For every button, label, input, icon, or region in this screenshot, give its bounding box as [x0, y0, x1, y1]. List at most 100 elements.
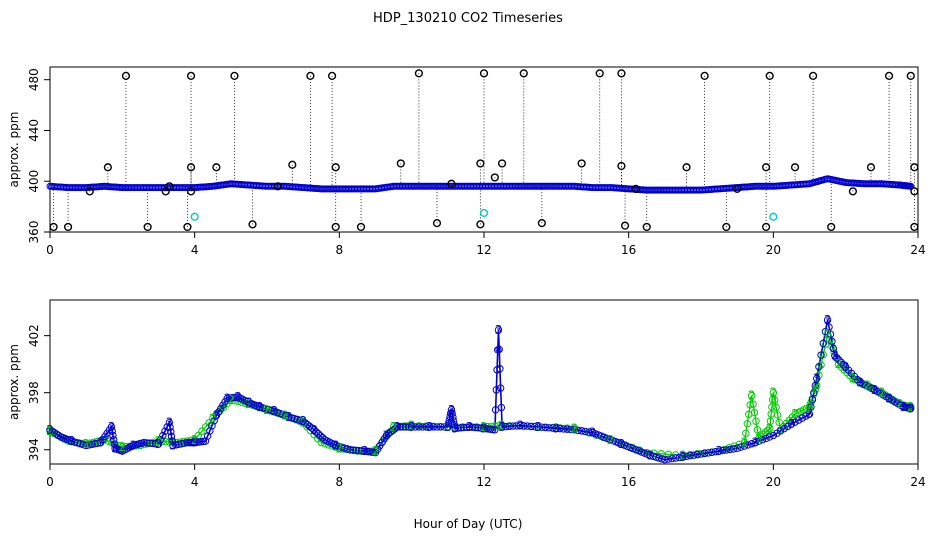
series-2-marker: 2 [46, 424, 54, 438]
series-3-point [415, 423, 423, 431]
series-3-point [664, 455, 673, 463]
series-3-marker: 3 [361, 444, 369, 458]
series-3-point [545, 424, 553, 432]
outlier-point [848, 187, 858, 196]
series-2-point [628, 443, 636, 452]
series-3-marker: 3 [155, 437, 163, 451]
series-2-point [494, 422, 503, 430]
series-3-marker: 3 [856, 376, 864, 390]
series-2-marker: 2 [191, 433, 199, 447]
series-3-point [154, 440, 163, 448]
series-3-marker: 3 [332, 438, 340, 452]
series-3-point [556, 424, 564, 433]
series-3-marker: 3 [824, 313, 832, 327]
series-3-point [831, 351, 839, 360]
outlier-point [827, 222, 836, 232]
series-2-point [746, 401, 754, 409]
series-3-point [773, 429, 781, 437]
series-3-point [563, 425, 571, 433]
outlier-point [761, 222, 771, 232]
series-3-point [791, 418, 799, 426]
series-3-point [570, 426, 579, 434]
outlier-point [103, 163, 112, 172]
series-3-point [316, 432, 325, 440]
series-3-point [810, 388, 818, 397]
outlier-point [331, 163, 340, 172]
series-3-point [690, 451, 698, 459]
x-tick-label: 12 [476, 475, 491, 489]
series-2-marker: 2 [281, 409, 289, 423]
series-3-point [465, 423, 474, 431]
series-3-point [477, 424, 485, 432]
series-3-marker: 3 [498, 420, 506, 434]
x-tick-label: 4 [191, 475, 199, 489]
series-2-point [60, 435, 69, 443]
series-3-point [494, 326, 503, 334]
series-3-point [661, 456, 669, 464]
series-3-marker: 3 [234, 390, 242, 404]
series-3-point [829, 344, 838, 353]
series-2-marker: 2 [155, 434, 163, 448]
series-3-point [146, 439, 154, 447]
series-3-point [79, 440, 87, 449]
series-2-marker: 2 [766, 421, 774, 435]
series-3-point [780, 424, 788, 433]
series-3-marker: 3 [166, 416, 174, 430]
series-3-marker: 3 [589, 426, 597, 440]
series-3-marker: 3 [97, 436, 105, 450]
plot-frame [49, 299, 919, 465]
series-2-point [198, 427, 206, 435]
series-3-point [497, 403, 506, 412]
series-2-point [742, 429, 750, 437]
series-3-point [808, 396, 817, 404]
series-3-point [826, 330, 835, 338]
series-3-point [758, 436, 767, 444]
outlier-point [331, 222, 340, 232]
series-3-marker: 3 [715, 444, 723, 458]
series-3-point [686, 452, 694, 460]
series-3-point [733, 444, 741, 453]
series-3-point [180, 439, 189, 447]
series-3-point [496, 384, 505, 392]
series-2-marker: 2 [299, 416, 307, 430]
series-3-point [671, 454, 680, 462]
series-3-point [460, 423, 468, 432]
outlier-point [212, 163, 221, 172]
series-3-point [109, 436, 118, 444]
series-3-marker: 3 [885, 391, 893, 405]
outlier-point [761, 163, 771, 172]
series-3-point [474, 424, 482, 432]
x-tick-label: 20 [766, 243, 781, 257]
series-3-point [167, 428, 175, 436]
series-2-marker: 2 [372, 444, 380, 458]
outlier-point [183, 222, 192, 232]
series-3-marker: 3 [108, 420, 116, 434]
series-3-marker: 3 [516, 418, 524, 432]
outlier-point [121, 71, 131, 80]
series-3-marker: 3 [842, 360, 850, 374]
series-3-point [751, 438, 759, 447]
series-3-point [396, 423, 404, 431]
series-2-point [766, 424, 774, 433]
series-2-point [817, 361, 825, 369]
series-3-point [167, 432, 176, 441]
series-3-point [798, 414, 806, 422]
series-3-point [471, 423, 480, 432]
series-3-marker: 3 [383, 428, 391, 442]
series-3-point [349, 446, 357, 454]
series-3-marker: 3 [111, 441, 119, 455]
series-3-point [308, 424, 316, 432]
y-tick-label: 400 [27, 170, 41, 193]
series-3-point [815, 363, 823, 371]
series-3-marker: 3 [408, 420, 416, 434]
series-3-point [817, 351, 825, 359]
outlier-point [479, 69, 489, 78]
series-3-point [541, 423, 550, 432]
series-3-point [737, 443, 745, 451]
series-3-point [496, 365, 504, 373]
series-3-marker: 3 [813, 371, 821, 385]
outlier-point [910, 222, 919, 232]
series-2-marker: 2 [227, 393, 235, 407]
series-3-marker: 3 [871, 383, 879, 397]
series-3-point [825, 323, 833, 331]
